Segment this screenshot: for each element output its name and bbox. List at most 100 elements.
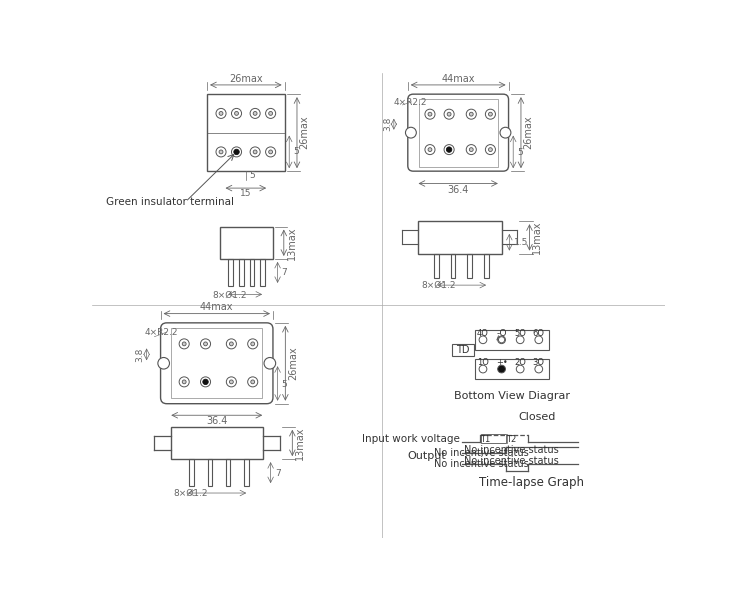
Text: 3.8: 3.8 (383, 117, 392, 131)
Text: 6O: 6O (533, 329, 545, 338)
Circle shape (200, 339, 211, 349)
Circle shape (248, 339, 258, 349)
Text: 3O: 3O (533, 358, 545, 367)
Circle shape (253, 150, 257, 154)
Circle shape (229, 380, 234, 384)
Circle shape (517, 365, 524, 373)
Circle shape (499, 337, 505, 343)
Bar (208, 459, 212, 486)
Circle shape (479, 365, 487, 373)
Text: 1.5: 1.5 (514, 238, 528, 247)
Bar (171, 427, 263, 459)
Bar (484, 253, 488, 278)
Circle shape (216, 108, 226, 119)
Circle shape (251, 380, 255, 384)
Text: 3.8: 3.8 (135, 347, 144, 362)
Circle shape (446, 147, 452, 152)
Circle shape (466, 145, 477, 155)
Bar (260, 259, 265, 286)
Text: No incentive status: No incentive status (434, 448, 529, 458)
Text: Green insulator terminal: Green insulator terminal (106, 197, 234, 207)
Circle shape (406, 127, 416, 138)
Text: 26max: 26max (300, 116, 310, 149)
Text: T1: T1 (480, 434, 491, 443)
Circle shape (265, 147, 276, 157)
Bar (239, 259, 244, 286)
Text: TD: TD (456, 345, 469, 355)
Bar (419, 99, 497, 166)
Circle shape (179, 377, 189, 387)
Circle shape (183, 380, 186, 384)
Text: 2O: 2O (514, 358, 526, 367)
Circle shape (428, 148, 432, 151)
Text: 36.4: 36.4 (206, 416, 228, 427)
Text: T2: T2 (505, 434, 516, 443)
Text: Output: Output (408, 451, 446, 461)
Text: 5: 5 (517, 148, 522, 157)
Circle shape (158, 358, 169, 369)
Bar (207, 94, 285, 171)
Circle shape (265, 108, 276, 119)
Text: 13max: 13max (532, 221, 542, 254)
Text: Time-lapse Graph: Time-lapse Graph (480, 476, 585, 489)
Circle shape (264, 358, 276, 369)
Circle shape (269, 150, 273, 154)
Text: 8×Ø1.2: 8×Ø1.2 (174, 489, 208, 498)
Circle shape (250, 147, 260, 157)
Circle shape (251, 342, 255, 346)
Bar (468, 253, 472, 278)
Circle shape (488, 113, 492, 116)
Text: 5O: 5O (514, 329, 526, 338)
Text: 26max: 26max (288, 347, 298, 380)
Circle shape (234, 111, 239, 116)
Text: Bottom View Diagrar: Bottom View Diagrar (454, 391, 570, 401)
Text: 44max: 44max (200, 302, 234, 312)
Bar (434, 253, 439, 278)
Bar (452, 344, 474, 356)
Circle shape (497, 365, 505, 373)
Circle shape (486, 145, 495, 155)
Circle shape (253, 111, 257, 116)
Bar (250, 259, 254, 286)
Circle shape (497, 336, 505, 344)
Bar (244, 459, 249, 486)
Circle shape (486, 109, 495, 119)
Circle shape (202, 379, 208, 385)
Text: 26max: 26max (229, 74, 262, 83)
Bar (481, 434, 506, 443)
Circle shape (269, 111, 273, 116)
Text: 13max: 13max (287, 226, 296, 260)
Text: 5: 5 (293, 148, 299, 157)
Bar (475, 330, 549, 350)
Circle shape (425, 109, 435, 119)
Circle shape (250, 108, 260, 119)
Text: 36.4: 36.4 (448, 185, 469, 195)
Bar (228, 259, 233, 286)
Circle shape (469, 113, 473, 116)
Text: 5: 5 (250, 171, 256, 180)
Text: 15: 15 (240, 189, 251, 198)
Text: 26max: 26max (524, 116, 534, 149)
Circle shape (216, 147, 226, 157)
Text: -O: -O (497, 329, 507, 338)
Text: 8×Ø1.2: 8×Ø1.2 (422, 281, 456, 290)
Text: No incentive status: No incentive status (464, 445, 559, 455)
Circle shape (226, 377, 236, 387)
Bar (220, 227, 273, 259)
Circle shape (234, 149, 239, 155)
Text: Input work voltage: Input work voltage (362, 434, 460, 444)
Circle shape (219, 150, 223, 154)
Text: 5: 5 (282, 380, 287, 389)
Circle shape (203, 342, 208, 346)
Text: 1O: 1O (477, 358, 489, 367)
Text: 44max: 44max (441, 74, 475, 83)
Text: 7: 7 (275, 468, 281, 477)
Text: No incentive status: No incentive status (464, 456, 559, 466)
Circle shape (535, 336, 542, 344)
Circle shape (447, 113, 451, 116)
Circle shape (428, 113, 432, 116)
Circle shape (229, 342, 234, 346)
Circle shape (231, 147, 242, 157)
Bar (475, 359, 549, 379)
Circle shape (535, 365, 542, 373)
